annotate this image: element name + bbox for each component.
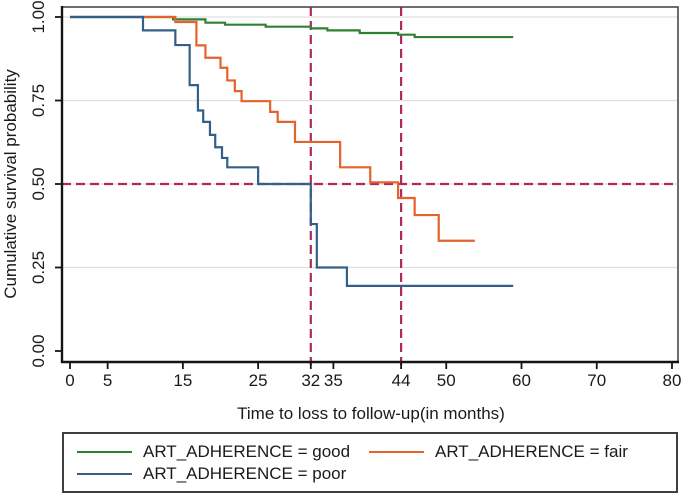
- x-tick-label: 0: [65, 371, 74, 390]
- x-tick-label: 50: [437, 371, 456, 390]
- y-tick-label: 1.00: [29, 0, 48, 33]
- x-axis-title: Time to loss to follow-up(in months): [237, 404, 505, 423]
- y-tick-label: 0.25: [29, 251, 48, 284]
- legend-label-fair: ART_ADHERENCE = fair: [435, 441, 628, 461]
- y-axis-title: Cumulative survival probability: [1, 69, 20, 299]
- x-tick-label: 35: [324, 371, 343, 390]
- legend: ART_ADHERENCE = good ART_ADHERENCE = fai…: [62, 432, 678, 493]
- legend-item-fair: ART_ADHERENCE = fair: [356, 442, 676, 462]
- x-tick-label: 60: [512, 371, 531, 390]
- y-tick-label: 0.00: [29, 334, 48, 367]
- x-tick-label: 80: [663, 371, 682, 390]
- survival-chart: 0 5 15 25 32 35 44 50 60 70 80 1.00 0.75 0.50 0.25 0.00…: [1, 0, 682, 423]
- x-tick-label: 5: [103, 371, 112, 390]
- y-tick-label: 0.50: [29, 167, 48, 200]
- legend-line-poor-icon: [77, 472, 132, 475]
- km-curve-poor: [70, 15, 514, 287]
- km-curve-good: [70, 15, 514, 39]
- x-tick-label: 32: [301, 371, 320, 390]
- x-tick-label: 44: [392, 371, 411, 390]
- km-curve-fair: [70, 15, 475, 242]
- x-tick-label: 25: [249, 371, 268, 390]
- legend-line-good-icon: [77, 450, 132, 453]
- legend-label-good: ART_ADHERENCE = good: [143, 441, 351, 461]
- legend-item-good: ART_ADHERENCE = good: [64, 442, 356, 462]
- legend-label-poor: ART_ADHERENCE = poor: [143, 463, 347, 483]
- x-tick-label: 15: [173, 371, 192, 390]
- x-tick-label: 70: [587, 371, 606, 390]
- y-tick-label: 0.75: [29, 84, 48, 117]
- legend-item-poor: ART_ADHERENCE = poor: [64, 464, 356, 484]
- legend-line-fair-icon: [369, 450, 424, 453]
